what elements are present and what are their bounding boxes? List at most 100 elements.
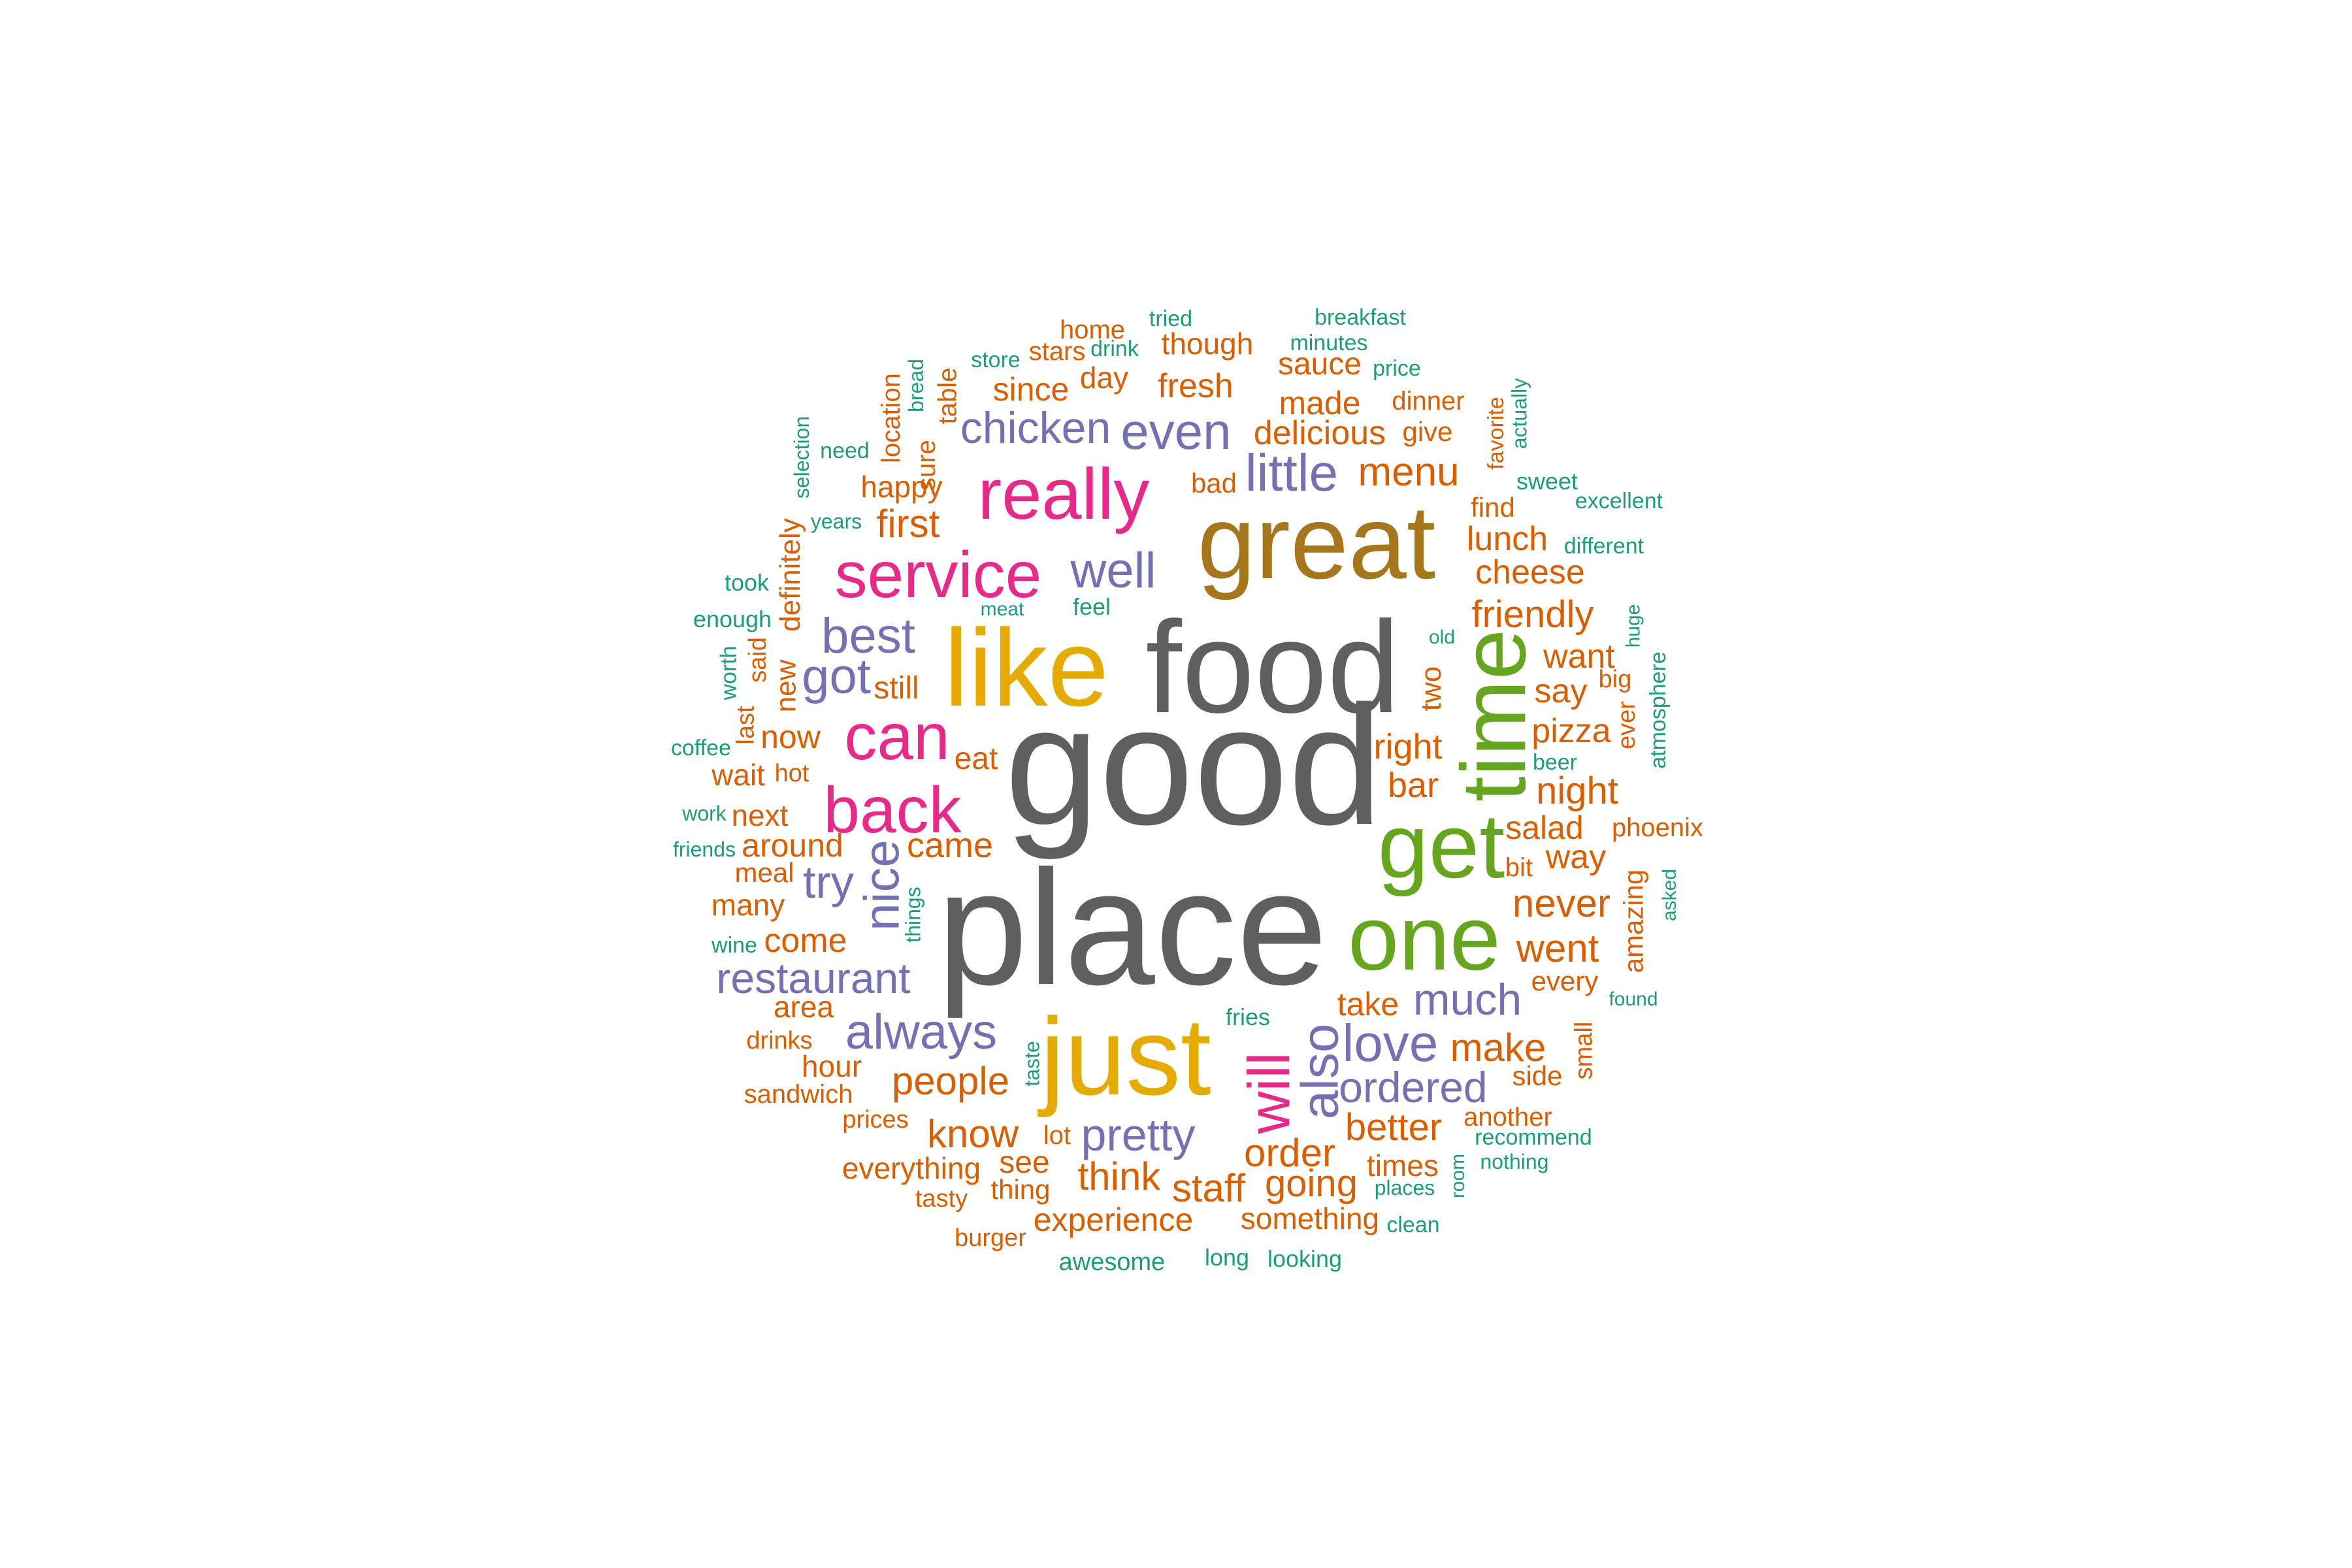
word-delicious: delicious: [1253, 414, 1386, 452]
word-long: long: [1204, 1244, 1250, 1271]
word-cheese: cheese: [1475, 553, 1585, 591]
word-burger: burger: [955, 1224, 1026, 1252]
word-two: two: [1414, 666, 1447, 711]
word-taste: taste: [1021, 1041, 1044, 1086]
word-wait: wait: [711, 758, 765, 792]
word-feel: feel: [1072, 593, 1111, 620]
word-took: took: [724, 569, 770, 596]
word-think: think: [1077, 1154, 1161, 1198]
word-time: time: [1441, 629, 1544, 802]
word-location: location: [877, 373, 906, 463]
word-selection: selection: [789, 416, 813, 499]
word-home: home: [1059, 316, 1126, 344]
word-though: though: [1161, 327, 1254, 361]
word-great: great: [1197, 483, 1436, 600]
word-work: work: [682, 802, 727, 825]
word-love: love: [1342, 1014, 1439, 1072]
word-many: many: [711, 888, 785, 922]
word-salad: salad: [1505, 809, 1584, 846]
word-friendly: friendly: [1471, 593, 1594, 636]
word-room: room: [1446, 1153, 1469, 1199]
word-places: places: [1374, 1176, 1435, 1200]
word-find: find: [1471, 492, 1515, 523]
word-also: also: [1290, 1023, 1348, 1120]
word-found: found: [1609, 988, 1658, 1010]
word-tried: tried: [1149, 306, 1193, 331]
word-awesome: awesome: [1058, 1249, 1166, 1276]
word-friends: friends: [672, 838, 736, 861]
word-every: every: [1531, 966, 1599, 996]
word-chicken: chicken: [960, 403, 1111, 453]
word-see: see: [999, 1145, 1050, 1180]
word-hour: hour: [801, 1049, 862, 1083]
word-come: come: [764, 922, 847, 960]
word-went: went: [1516, 926, 1599, 970]
word-fries: fries: [1225, 1004, 1270, 1030]
word-hot: hot: [774, 760, 809, 787]
word-make: make: [1450, 1026, 1546, 1070]
word-service: service: [834, 538, 1042, 612]
word-tasty: tasty: [915, 1185, 968, 1213]
word-much: much: [1413, 975, 1522, 1024]
word-experience: experience: [1033, 1201, 1194, 1238]
word-last: last: [732, 706, 760, 745]
word-asked: asked: [1659, 868, 1680, 922]
word-breakfast: breakfast: [1315, 305, 1406, 330]
word-food: food: [1145, 595, 1400, 740]
word-staff: staff: [1171, 1166, 1246, 1210]
word-menu: menu: [1358, 449, 1460, 495]
word-phoenix: phoenix: [1611, 813, 1704, 842]
word-actually: actually: [1507, 378, 1531, 449]
word-ordered: ordered: [1339, 1063, 1488, 1111]
word-nice: nice: [854, 840, 910, 931]
word-now: now: [760, 719, 821, 755]
word-looking: looking: [1267, 1245, 1343, 1272]
word-best: best: [821, 608, 915, 664]
word-definitely: definitely: [774, 518, 806, 632]
word-side: side: [1512, 1060, 1563, 1091]
word-area: area: [773, 990, 834, 1024]
word-meal: meal: [734, 857, 794, 888]
word-way: way: [1545, 838, 1607, 876]
word-sandwich: sandwich: [743, 1080, 853, 1109]
word-said: said: [744, 637, 772, 683]
word-good: good: [1004, 671, 1383, 860]
word-enough: enough: [693, 606, 772, 632]
word-bit: bit: [1505, 853, 1533, 882]
word-meat: meat: [980, 598, 1024, 620]
word-table: table: [933, 367, 962, 425]
word-atmosphere: atmosphere: [1645, 651, 1671, 769]
word-order: order: [1243, 1131, 1336, 1175]
word-night: night: [1536, 770, 1618, 812]
word-bad: bad: [1190, 468, 1237, 498]
word-still: still: [874, 671, 919, 706]
word-stars: stars: [1028, 337, 1086, 366]
word-another: another: [1463, 1103, 1552, 1132]
word-worth: worth: [716, 645, 742, 700]
word-well: well: [1070, 543, 1156, 598]
word-say: say: [1534, 672, 1588, 710]
word-place: place: [937, 836, 1328, 1019]
word-pizza: pizza: [1531, 712, 1611, 750]
word-give: give: [1402, 416, 1453, 447]
word-sauce: sauce: [1277, 347, 1362, 382]
word-get: get: [1377, 794, 1505, 897]
word-beer: beer: [1532, 750, 1578, 775]
word-like: like: [943, 606, 1109, 729]
word-first: first: [876, 502, 940, 546]
word-drink: drink: [1090, 336, 1139, 361]
word-bar: bar: [1387, 766, 1439, 805]
word-right: right: [1373, 727, 1443, 766]
word-people: people: [891, 1059, 1010, 1103]
word-going: going: [1265, 1162, 1358, 1205]
word-fresh: fresh: [1158, 367, 1233, 405]
word-day: day: [1079, 361, 1129, 395]
word-everything: everything: [841, 1151, 981, 1185]
word-just: just: [1040, 995, 1211, 1118]
word-new: new: [770, 659, 802, 713]
word-better: better: [1345, 1106, 1443, 1149]
word-minutes: minutes: [1290, 331, 1368, 355]
word-store: store: [971, 348, 1021, 372]
word-dinner: dinner: [1392, 387, 1465, 416]
word-lunch: lunch: [1466, 520, 1548, 558]
